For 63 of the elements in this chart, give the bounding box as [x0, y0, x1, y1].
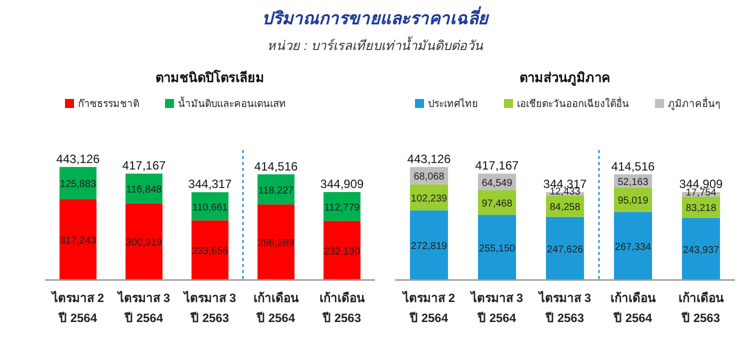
data-label: 247,626	[546, 244, 584, 256]
bar	[60, 199, 96, 280]
bar	[126, 203, 162, 280]
x-tick-label: เก้าเดือน ปี 2564	[610, 291, 656, 325]
x-tick-label: ไตรมาส 2 ปี 2564	[400, 290, 456, 325]
text: หน่วย : บาร์เรลเทียบเท่าน้ำมันดิบต่อวัน	[267, 36, 484, 53]
data-label: 233,656	[192, 246, 229, 258]
total-label: 443,126	[407, 152, 452, 166]
x-tick-label: ไตรมาส 3 ปี 2563	[182, 290, 236, 325]
legend-label: ก๊าซธรรมชาติ	[78, 98, 139, 110]
data-label: 110,661	[192, 202, 228, 214]
data-label: 97,468	[482, 198, 513, 210]
data-label: 102,239	[410, 193, 448, 204]
total-label: 344,317	[188, 177, 232, 192]
x-tick-label: เก้าเดือน ปี 2563	[678, 291, 724, 325]
data-label: 118,227	[258, 185, 294, 196]
bar	[410, 210, 448, 280]
data-label: 52,163	[618, 176, 649, 188]
data-label: 83,218	[686, 203, 717, 214]
x-tick-label: ไตรมาส 2 ปี 2564	[50, 290, 104, 325]
data-label: 68,068	[414, 172, 445, 183]
bar	[478, 214, 516, 280]
bar	[258, 204, 294, 280]
text: ปริมาณการขายและราคาเฉลี่ย	[262, 6, 490, 28]
data-label: 84,258	[550, 202, 581, 214]
data-label: 116,848	[126, 184, 162, 196]
data-label: 125,883	[60, 179, 97, 190]
data-label: 243,937	[682, 244, 720, 256]
chart-title: ตามชนิดปิโตรเลียม	[156, 69, 264, 85]
data-label: 112,779	[324, 202, 360, 214]
data-label: 317,243	[60, 236, 97, 247]
x-tick-label: ไตรมาส 3 ปี 2564	[468, 290, 524, 325]
legend-label: น้ำมันดิบและคอนเดนเสท	[178, 96, 286, 110]
data-label: 12,433	[550, 186, 581, 198]
bar	[324, 220, 360, 280]
data-label: 255,150	[478, 243, 516, 254]
data-label: 272,819	[410, 241, 448, 252]
legend-label: ประเทศไทย	[428, 98, 478, 110]
x-tick-label: ไตรมาส 3 ปี 2564	[116, 290, 170, 325]
bar	[192, 220, 228, 280]
bar	[614, 212, 652, 280]
legend-label: ภูมิภาคอื่นๆ	[668, 96, 720, 110]
x-tick-label: เก้าเดือน ปี 2564	[254, 291, 300, 325]
chart-title: ตามส่วนภูมิภาค	[520, 70, 610, 86]
bar	[324, 192, 360, 221]
data-label: 300,319	[126, 238, 163, 249]
total-label: 417,167	[475, 158, 520, 173]
data-label: 95,019	[618, 196, 649, 207]
bar	[682, 218, 720, 280]
data-label: 17,754	[686, 188, 717, 199]
data-label: 64,549	[482, 178, 513, 189]
total-label: 443,126	[56, 152, 100, 166]
total-label: 414,516	[254, 159, 298, 174]
legend-label: เอเชียตะวันออกเฉียงใต้อื่น	[517, 96, 629, 110]
data-label: 232,130	[324, 246, 361, 258]
bar	[546, 216, 584, 280]
total-label: 344,909	[320, 177, 364, 192]
total-label: 414,516	[611, 159, 656, 174]
data-label: 296,289	[258, 238, 295, 250]
total-label: 417,167	[122, 158, 166, 173]
x-tick-label: เก้าเดือน ปี 2563	[320, 291, 366, 325]
data-label: 267,334	[614, 242, 652, 253]
x-tick-label: ไตรมาส 3 ปี 2563	[536, 290, 592, 325]
